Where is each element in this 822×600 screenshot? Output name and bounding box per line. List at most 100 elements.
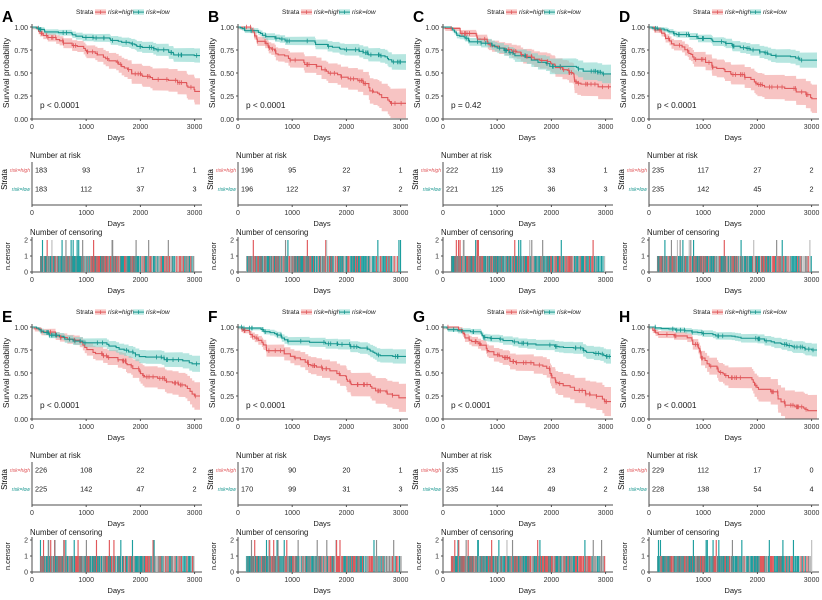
- svg-text:0: 0: [441, 424, 445, 431]
- svg-text:risk=high: risk=high: [725, 9, 752, 16]
- svg-text:235: 235: [652, 166, 664, 175]
- svg-text:235: 235: [652, 185, 664, 194]
- svg-text:risk=low: risk=low: [12, 187, 31, 193]
- svg-text:Days: Days: [313, 133, 331, 142]
- svg-text:0: 0: [30, 424, 34, 431]
- svg-text:1000: 1000: [284, 424, 300, 431]
- svg-text:0.75: 0.75: [631, 348, 645, 355]
- svg-text:221: 221: [446, 185, 458, 194]
- svg-text:2000: 2000: [544, 124, 560, 131]
- svg-text:F: F: [208, 309, 217, 326]
- svg-text:2: 2: [24, 538, 28, 545]
- svg-text:225: 225: [35, 485, 47, 494]
- svg-text:0.75: 0.75: [14, 48, 28, 55]
- svg-text:risk=high: risk=high: [215, 168, 235, 174]
- svg-text:Days: Days: [107, 519, 125, 528]
- svg-text:Survival probability: Survival probability: [412, 37, 422, 108]
- svg-text:Number at risk: Number at risk: [441, 451, 492, 460]
- svg-text:1000: 1000: [284, 577, 300, 584]
- svg-text:22: 22: [136, 466, 144, 475]
- svg-text:3000: 3000: [803, 210, 819, 217]
- svg-text:93: 93: [82, 166, 90, 175]
- svg-text:4: 4: [809, 485, 813, 494]
- svg-text:1.00: 1.00: [220, 325, 234, 332]
- svg-text:risk=high: risk=high: [314, 9, 341, 16]
- svg-text:1000: 1000: [78, 210, 94, 217]
- svg-text:47: 47: [136, 485, 144, 494]
- svg-text:risk=low: risk=low: [763, 309, 788, 316]
- svg-text:1000: 1000: [78, 277, 94, 284]
- svg-text:196: 196: [241, 166, 253, 175]
- svg-text:Number of censoring: Number of censoring: [30, 528, 102, 537]
- svg-text:0: 0: [647, 124, 651, 131]
- svg-text:0: 0: [236, 124, 240, 131]
- svg-text:1: 1: [398, 166, 402, 175]
- svg-text:Number of censoring: Number of censoring: [441, 528, 513, 537]
- svg-text:3000: 3000: [392, 277, 408, 284]
- svg-text:C: C: [413, 9, 424, 26]
- svg-text:2: 2: [230, 538, 234, 545]
- svg-text:1.00: 1.00: [425, 25, 439, 32]
- svg-text:Days: Days: [518, 286, 536, 295]
- svg-text:2000: 2000: [544, 210, 560, 217]
- svg-text:22: 22: [342, 166, 350, 175]
- svg-text:n.censor: n.censor: [209, 241, 218, 270]
- svg-text:1000: 1000: [284, 124, 300, 131]
- svg-text:0: 0: [647, 210, 651, 217]
- svg-text:0: 0: [647, 424, 651, 431]
- svg-text:0.25: 0.25: [425, 94, 439, 101]
- svg-text:0.25: 0.25: [14, 394, 28, 401]
- svg-text:0: 0: [441, 510, 445, 517]
- svg-text:1000: 1000: [78, 124, 94, 131]
- svg-text:Days: Days: [518, 133, 536, 142]
- svg-text:n.censor: n.censor: [3, 541, 12, 570]
- svg-text:0: 0: [236, 424, 240, 431]
- svg-text:2000: 2000: [338, 124, 354, 131]
- svg-text:183: 183: [35, 166, 47, 175]
- svg-text:0.50: 0.50: [425, 371, 439, 378]
- svg-text:risk=low: risk=low: [352, 9, 377, 16]
- svg-text:Days: Days: [724, 586, 742, 595]
- svg-text:1000: 1000: [695, 424, 711, 431]
- svg-text:1000: 1000: [489, 577, 505, 584]
- svg-text:2000: 2000: [749, 277, 765, 284]
- svg-text:2000: 2000: [544, 510, 560, 517]
- svg-text:Strata: Strata: [76, 309, 94, 316]
- svg-text:Days: Days: [313, 286, 331, 295]
- svg-text:1000: 1000: [489, 424, 505, 431]
- svg-text:142: 142: [697, 185, 709, 194]
- svg-text:0.75: 0.75: [14, 348, 28, 355]
- svg-text:1: 1: [193, 166, 197, 175]
- svg-text:2000: 2000: [338, 424, 354, 431]
- svg-text:2000: 2000: [749, 210, 765, 217]
- svg-text:3000: 3000: [803, 577, 819, 584]
- svg-text:2: 2: [809, 166, 813, 175]
- svg-text:0: 0: [30, 510, 34, 517]
- svg-text:0.00: 0.00: [14, 117, 28, 124]
- svg-text:3000: 3000: [187, 510, 203, 517]
- svg-text:2000: 2000: [133, 510, 149, 517]
- svg-text:3000: 3000: [187, 210, 203, 217]
- svg-text:Days: Days: [313, 433, 331, 442]
- svg-text:3000: 3000: [803, 424, 819, 431]
- svg-text:risk=low: risk=low: [763, 9, 788, 16]
- svg-text:Survival probability: Survival probability: [412, 337, 422, 408]
- svg-text:3000: 3000: [803, 510, 819, 517]
- svg-text:risk=high: risk=high: [108, 9, 135, 16]
- svg-text:3000: 3000: [598, 124, 614, 131]
- svg-text:Strata: Strata: [0, 168, 9, 189]
- svg-text:229: 229: [652, 466, 664, 475]
- svg-text:2000: 2000: [338, 577, 354, 584]
- svg-text:2000: 2000: [544, 277, 560, 284]
- svg-text:n.censor: n.censor: [620, 541, 629, 570]
- svg-text:37: 37: [342, 185, 350, 194]
- svg-text:0: 0: [435, 570, 439, 577]
- svg-text:170: 170: [241, 485, 253, 494]
- svg-text:Number of censoring: Number of censoring: [30, 228, 102, 237]
- svg-text:2000: 2000: [544, 424, 560, 431]
- svg-text:1.00: 1.00: [631, 325, 645, 332]
- svg-text:0.25: 0.25: [425, 394, 439, 401]
- svg-text:risk=high: risk=high: [314, 309, 341, 316]
- svg-text:115: 115: [491, 466, 503, 475]
- svg-text:112: 112: [697, 466, 709, 475]
